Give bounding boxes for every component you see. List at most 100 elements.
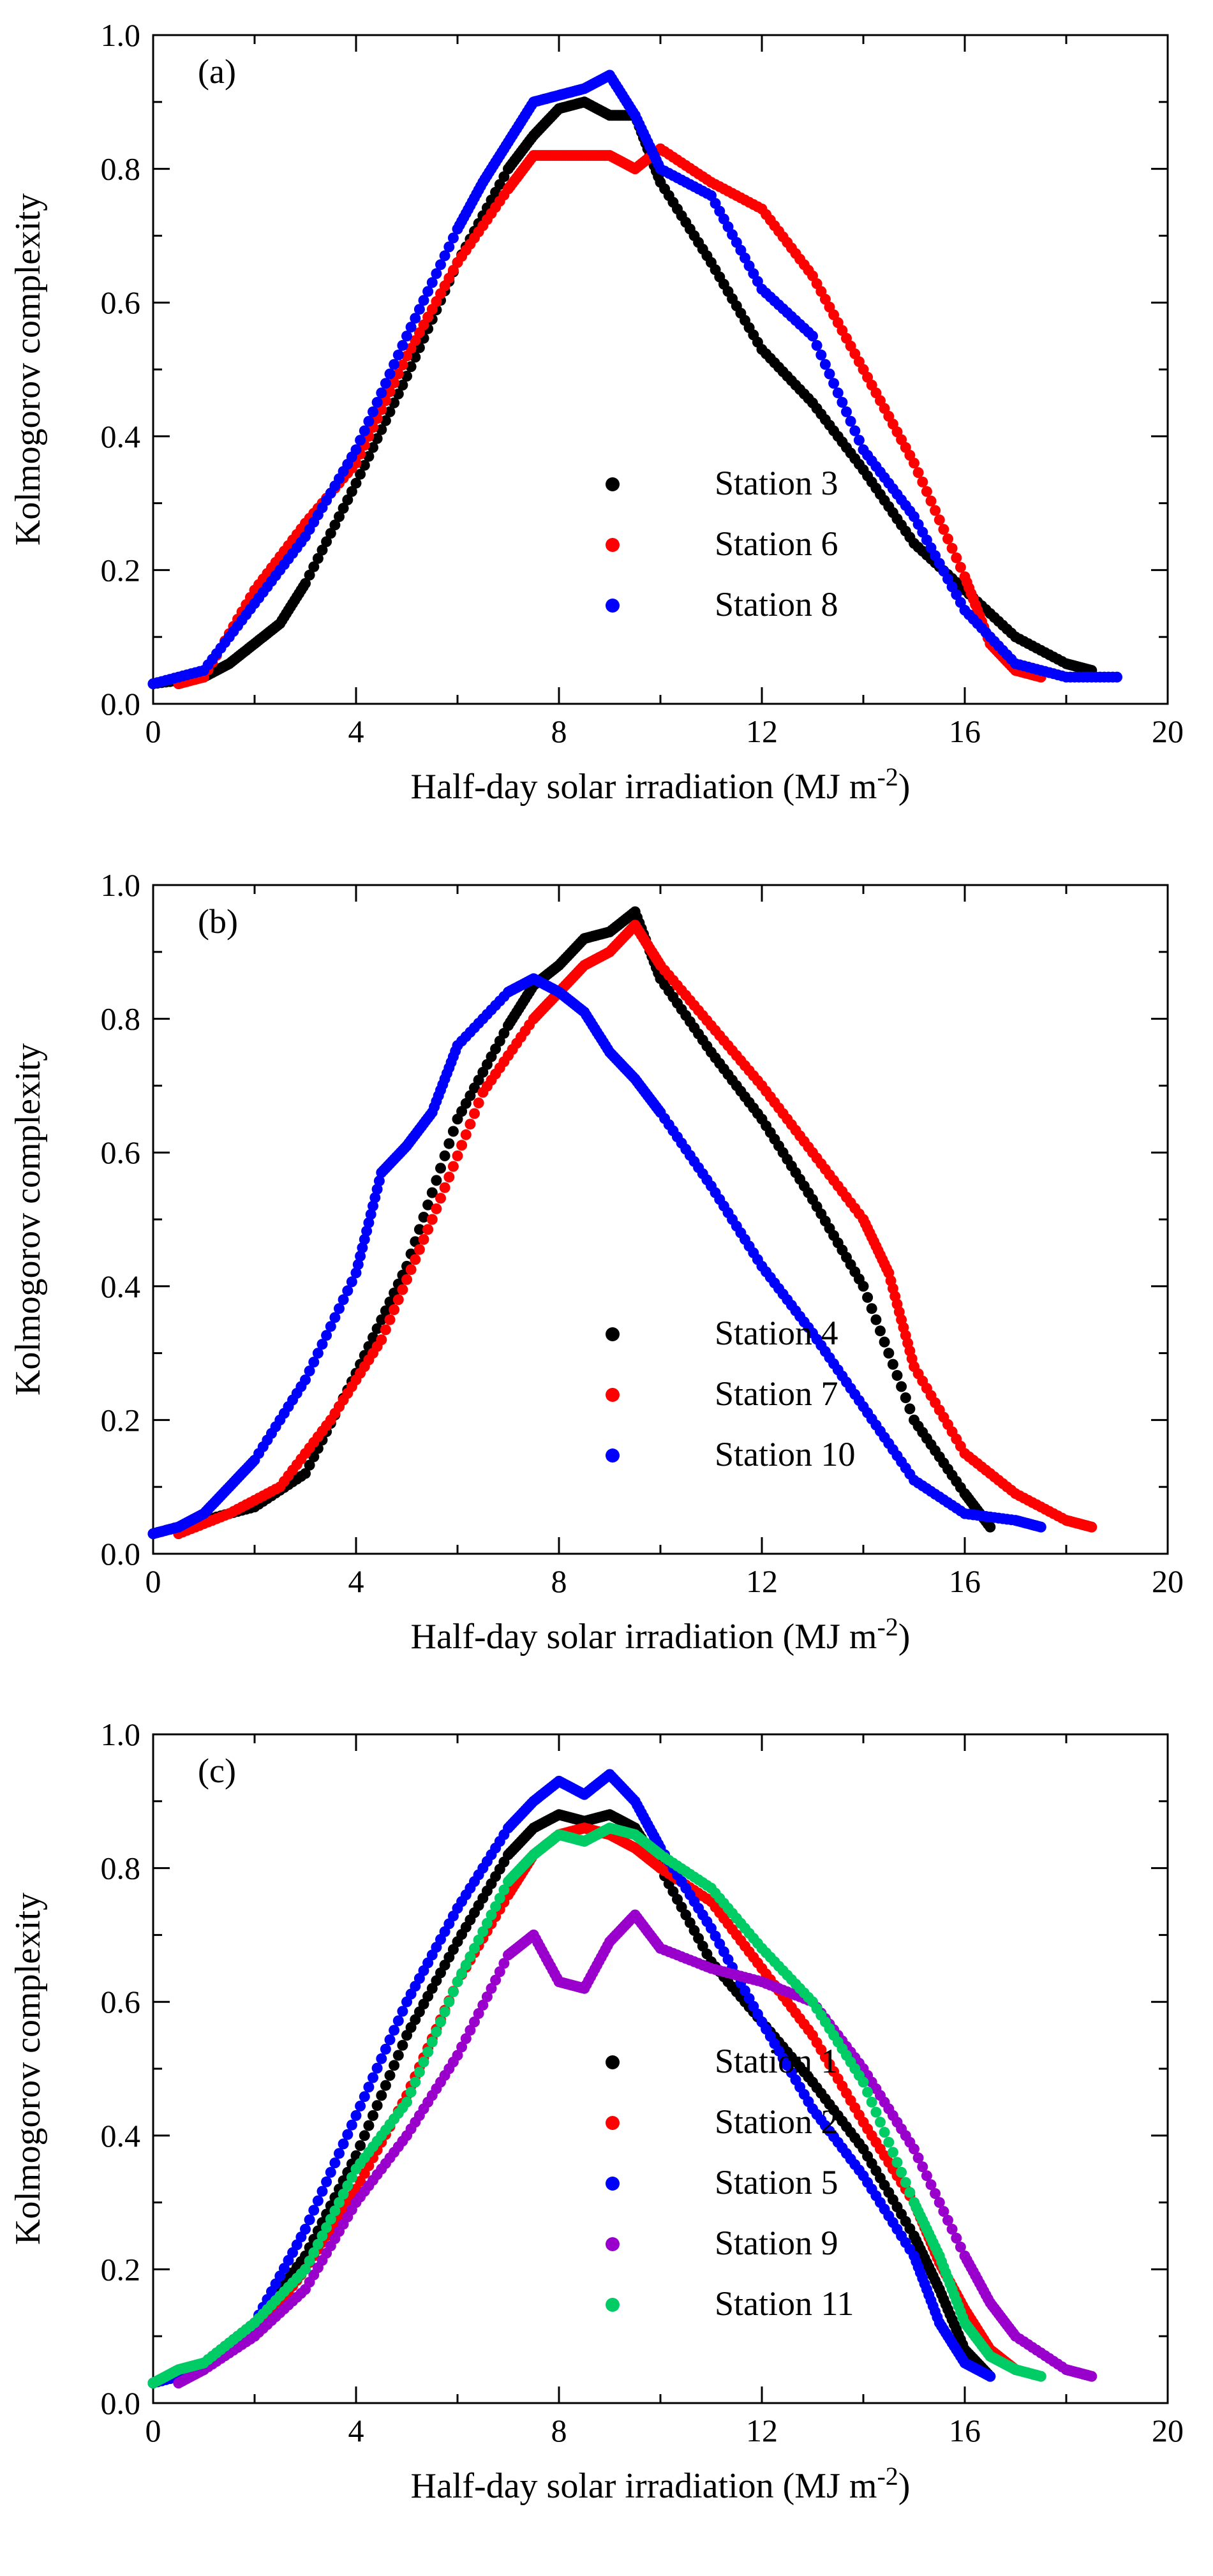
data-point <box>486 1983 497 1994</box>
legend-label: Station 3 <box>715 464 838 502</box>
data-point <box>498 1958 510 1969</box>
data-point <box>380 378 391 389</box>
data-point <box>384 386 396 398</box>
data-point <box>456 2041 468 2053</box>
data-point <box>426 1187 438 1198</box>
data-point <box>837 397 848 408</box>
data-point <box>422 1199 434 1210</box>
legend-entry: Station 6 <box>606 525 838 563</box>
data-point <box>447 1986 459 1997</box>
data-point <box>938 524 949 535</box>
data-point <box>477 1926 489 1937</box>
data-point <box>380 2043 391 2055</box>
data-point <box>350 1267 362 1279</box>
data-point <box>473 1098 484 1108</box>
data-point <box>401 1274 412 1285</box>
data-point <box>389 377 400 389</box>
data-point <box>422 286 434 297</box>
y-tick-label: 0.8 <box>101 1001 141 1037</box>
legend-label: Station 5 <box>715 2163 838 2201</box>
data-point <box>917 2161 928 2173</box>
data-point <box>481 1991 493 2002</box>
data-point <box>321 1330 332 1341</box>
legend-marker <box>606 2237 620 2251</box>
data-point <box>410 313 421 324</box>
data-point <box>845 415 856 427</box>
data-point <box>866 2096 877 2108</box>
data-point <box>308 2247 320 2258</box>
legend-marker <box>606 477 620 491</box>
legend-label: Station 8 <box>715 585 838 623</box>
data-point <box>308 2205 320 2216</box>
data-point <box>465 2025 476 2036</box>
panel-label: (a) <box>198 52 236 91</box>
data-point <box>342 2129 353 2140</box>
data-point <box>815 349 827 361</box>
data-point <box>350 477 362 489</box>
data-point <box>321 2176 332 2187</box>
data-point <box>853 435 865 446</box>
legend-marker <box>606 538 620 552</box>
data-point <box>985 1521 996 1533</box>
data-point <box>371 1323 383 1334</box>
data-point <box>447 1161 459 1172</box>
legend-marker <box>606 1448 620 1463</box>
data-point <box>368 2110 378 2121</box>
x-tick-label: 8 <box>551 1563 567 1599</box>
data-point <box>439 1150 450 1161</box>
legend-marker <box>606 2177 620 2191</box>
legend-marker <box>606 599 620 613</box>
data-point <box>334 2148 345 2159</box>
data-point <box>891 1370 903 1381</box>
data-point <box>930 2188 941 2200</box>
data-point <box>300 2224 311 2235</box>
data-point <box>371 2100 383 2111</box>
data-point <box>443 1172 455 1183</box>
data-point <box>373 1175 385 1187</box>
data-point <box>376 2053 387 2064</box>
data-point <box>435 1193 446 1204</box>
data-point <box>352 1259 364 1270</box>
data-point <box>371 433 383 444</box>
legend-marker <box>606 2116 620 2130</box>
data-point <box>350 444 362 456</box>
data-point <box>896 2166 907 2178</box>
legend-label: Station 4 <box>715 1314 838 1352</box>
data-point <box>477 1999 489 2011</box>
data-point <box>304 1459 315 1471</box>
data-point <box>883 2136 895 2148</box>
data-point <box>828 378 840 389</box>
series-station-10 <box>147 973 1046 1540</box>
data-point <box>431 1175 442 1186</box>
data-point <box>316 1339 328 1350</box>
data-point <box>384 2070 396 2081</box>
data-point <box>346 2119 357 2131</box>
data-point <box>325 2166 336 2178</box>
data-point <box>946 2224 958 2235</box>
data-point <box>304 569 315 581</box>
x-tick-label: 20 <box>1152 1563 1184 1599</box>
data-point <box>363 2081 375 2093</box>
data-point <box>900 1392 911 1403</box>
data-point <box>342 2180 353 2191</box>
data-point <box>371 2062 383 2074</box>
series-station-3 <box>147 96 1098 690</box>
data-point <box>469 2016 480 2028</box>
data-point <box>359 2130 370 2141</box>
y-axis-label: Kolmogorov complexity <box>8 1893 48 2245</box>
legend-marker <box>606 2055 620 2069</box>
data-point <box>312 2195 324 2207</box>
data-point <box>300 577 311 589</box>
data-point <box>392 2015 404 2027</box>
data-point <box>300 1468 311 1479</box>
data-point <box>900 2177 911 2188</box>
data-point <box>405 1264 417 1276</box>
y-tick-label: 0.4 <box>101 2118 141 2154</box>
data-point <box>316 2185 328 2197</box>
data-point <box>376 1314 387 1325</box>
data-point <box>316 544 328 556</box>
data-point <box>452 1976 463 1988</box>
x-axis-label: Half-day solar irradiation (MJ m-2) <box>411 763 911 807</box>
data-point <box>955 2242 966 2252</box>
data-point <box>384 368 396 380</box>
